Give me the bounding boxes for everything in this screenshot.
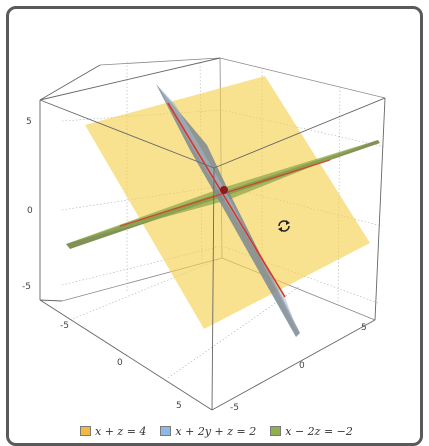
intersection-line [167, 102, 286, 298]
intersection-point [220, 186, 228, 194]
legend: x + z = 4 x + 2y + z = 2 x − 2z = −2 [80, 424, 353, 438]
legend-swatch-blue [160, 426, 172, 436]
plane-x-plus-2y-plus-z [156, 84, 300, 337]
x-tick-0: 0 [117, 358, 123, 368]
z-tick-minus-5: -5 [22, 282, 31, 292]
y-tick-minus-5: -5 [230, 403, 239, 413]
x-tick-minus-5: -5 [60, 321, 69, 331]
3d-plot[interactable]: 5 0 -5 -5 0 5 -5 0 5 [0, 0, 429, 436]
z-tick-0: 0 [27, 206, 33, 216]
bounding-box-front [39, 57, 386, 411]
plane-x-plus-2y-plus-z-edge [158, 86, 298, 332]
rotate-cursor-icon [278, 220, 290, 232]
x-tick-5: 5 [176, 401, 182, 411]
legend-label: x − 2z = −2 [285, 424, 353, 438]
legend-label: x + z = 4 [95, 424, 147, 438]
legend-label: x + 2y + z = 2 [175, 424, 257, 438]
legend-swatch-yellow [80, 426, 91, 436]
y-tick-0: 0 [299, 361, 305, 371]
legend-swatch-green [270, 426, 282, 436]
y-tick-5: 5 [361, 323, 367, 333]
z-tick-5: 5 [26, 117, 32, 127]
